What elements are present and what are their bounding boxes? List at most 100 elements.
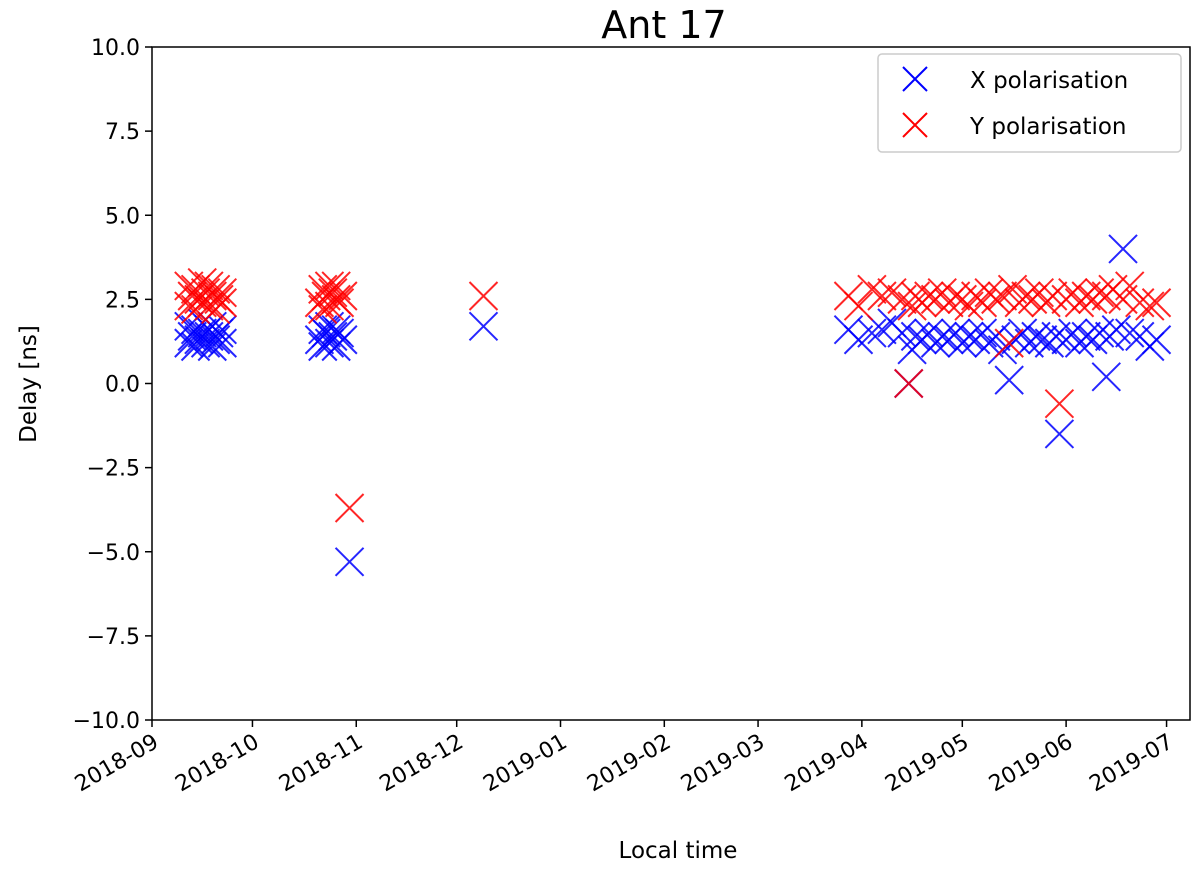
y-tick-label: 7.5 <box>105 120 140 145</box>
data-point <box>1044 388 1075 419</box>
y-tick-label: −7.5 <box>87 625 140 650</box>
y-tick-label: −5.0 <box>87 541 140 566</box>
x-tick-label: 2018-12 <box>376 730 468 798</box>
data-point <box>207 288 238 318</box>
data-point <box>200 325 231 355</box>
data-point <box>468 281 499 311</box>
data-point <box>324 288 355 318</box>
data-point <box>1027 325 1058 355</box>
chart-title: Ant 17 <box>601 3 726 47</box>
data-point <box>1125 288 1155 318</box>
y-tick-label: 2.5 <box>105 288 140 313</box>
x-axis: 2018-09 2018-10 2018-11 2018-12 2019-01 2019-… <box>71 720 1178 797</box>
y-axis-label: Delay [ns] <box>16 325 42 443</box>
data-point <box>187 318 217 348</box>
data-point <box>843 291 874 321</box>
data-point <box>1115 318 1145 348</box>
data-point <box>954 291 984 321</box>
data-point <box>1021 321 1051 352</box>
data-point <box>997 274 1028 304</box>
plot-marks <box>174 234 1172 577</box>
data-point <box>967 318 998 348</box>
data-point <box>954 321 984 352</box>
data-point <box>1108 234 1138 264</box>
data-point <box>194 271 224 301</box>
x-tick-label: 2018-09 <box>71 730 163 798</box>
data-point <box>328 325 358 355</box>
data-point <box>927 277 957 308</box>
y-tick-label: −2.5 <box>87 457 140 482</box>
data-point <box>887 284 917 315</box>
data-point <box>200 274 231 304</box>
data-point <box>1141 288 1172 318</box>
data-point <box>981 321 1011 352</box>
data-point <box>324 318 355 348</box>
data-point <box>207 314 238 345</box>
data-point <box>318 321 348 352</box>
data-point <box>994 365 1024 395</box>
x-tick-label: 2019-01 <box>479 730 571 798</box>
legend-frame <box>877 53 1182 153</box>
data-point <box>194 321 224 352</box>
data-point <box>927 321 957 352</box>
data-point <box>1071 321 1101 352</box>
data-point <box>1024 277 1055 308</box>
data-point <box>1041 321 1071 352</box>
x-tick-label: 2019-04 <box>781 730 873 798</box>
data-point <box>914 281 944 311</box>
legend: X polarisation Y polarisation <box>877 53 1182 153</box>
data-point <box>1058 318 1088 348</box>
legend-marker-x <box>902 66 928 92</box>
data-point <box>857 318 887 348</box>
data-point <box>1135 291 1165 321</box>
data-point <box>867 281 897 311</box>
y-tick-label: 5.0 <box>105 204 140 229</box>
data-point <box>207 328 238 358</box>
y-tick-label: 0.0 <box>105 373 140 398</box>
legend-item-x-polarisation: X polarisation <box>902 66 1128 94</box>
x-tick-label: 2019-07 <box>1085 730 1177 798</box>
data-point <box>180 331 211 362</box>
data-point <box>308 274 338 304</box>
data-point <box>190 328 221 358</box>
data-point <box>857 274 887 304</box>
x-tick-label: 2019-03 <box>677 730 769 798</box>
data-point <box>318 277 348 308</box>
series-y-polarisation <box>174 267 1172 523</box>
data-point <box>1058 277 1088 308</box>
data-point <box>900 321 931 352</box>
data-point <box>314 271 345 301</box>
x-tick-label: 2018-10 <box>171 730 263 798</box>
data-point <box>940 318 971 348</box>
data-point <box>197 281 227 311</box>
data-point <box>1044 419 1075 449</box>
data-point <box>867 314 897 345</box>
data-point <box>207 277 238 308</box>
data-point <box>308 294 338 325</box>
data-point <box>311 318 341 348</box>
data-point <box>1108 284 1138 315</box>
data-point <box>987 281 1018 311</box>
data-point <box>1007 318 1038 348</box>
legend-label-y: Y polarisation <box>969 114 1127 140</box>
data-point <box>940 281 971 311</box>
data-point <box>190 277 221 308</box>
data-point <box>334 547 365 577</box>
data-point <box>887 318 917 348</box>
x-tick-label: 2018-11 <box>275 730 367 798</box>
data-point <box>1141 325 1172 355</box>
data-point <box>897 291 927 321</box>
data-point <box>197 331 227 362</box>
data-point <box>1084 318 1115 348</box>
data-point <box>1101 314 1132 345</box>
legend-item-y-polarisation: Y polarisation <box>902 112 1127 140</box>
data-point <box>967 288 998 318</box>
data-point <box>894 368 924 399</box>
data-point <box>321 271 351 301</box>
data-point <box>1091 362 1121 392</box>
y-tick-label: −10.0 <box>73 709 140 734</box>
data-point <box>994 328 1024 358</box>
data-point <box>914 318 944 348</box>
data-point <box>1084 277 1115 308</box>
